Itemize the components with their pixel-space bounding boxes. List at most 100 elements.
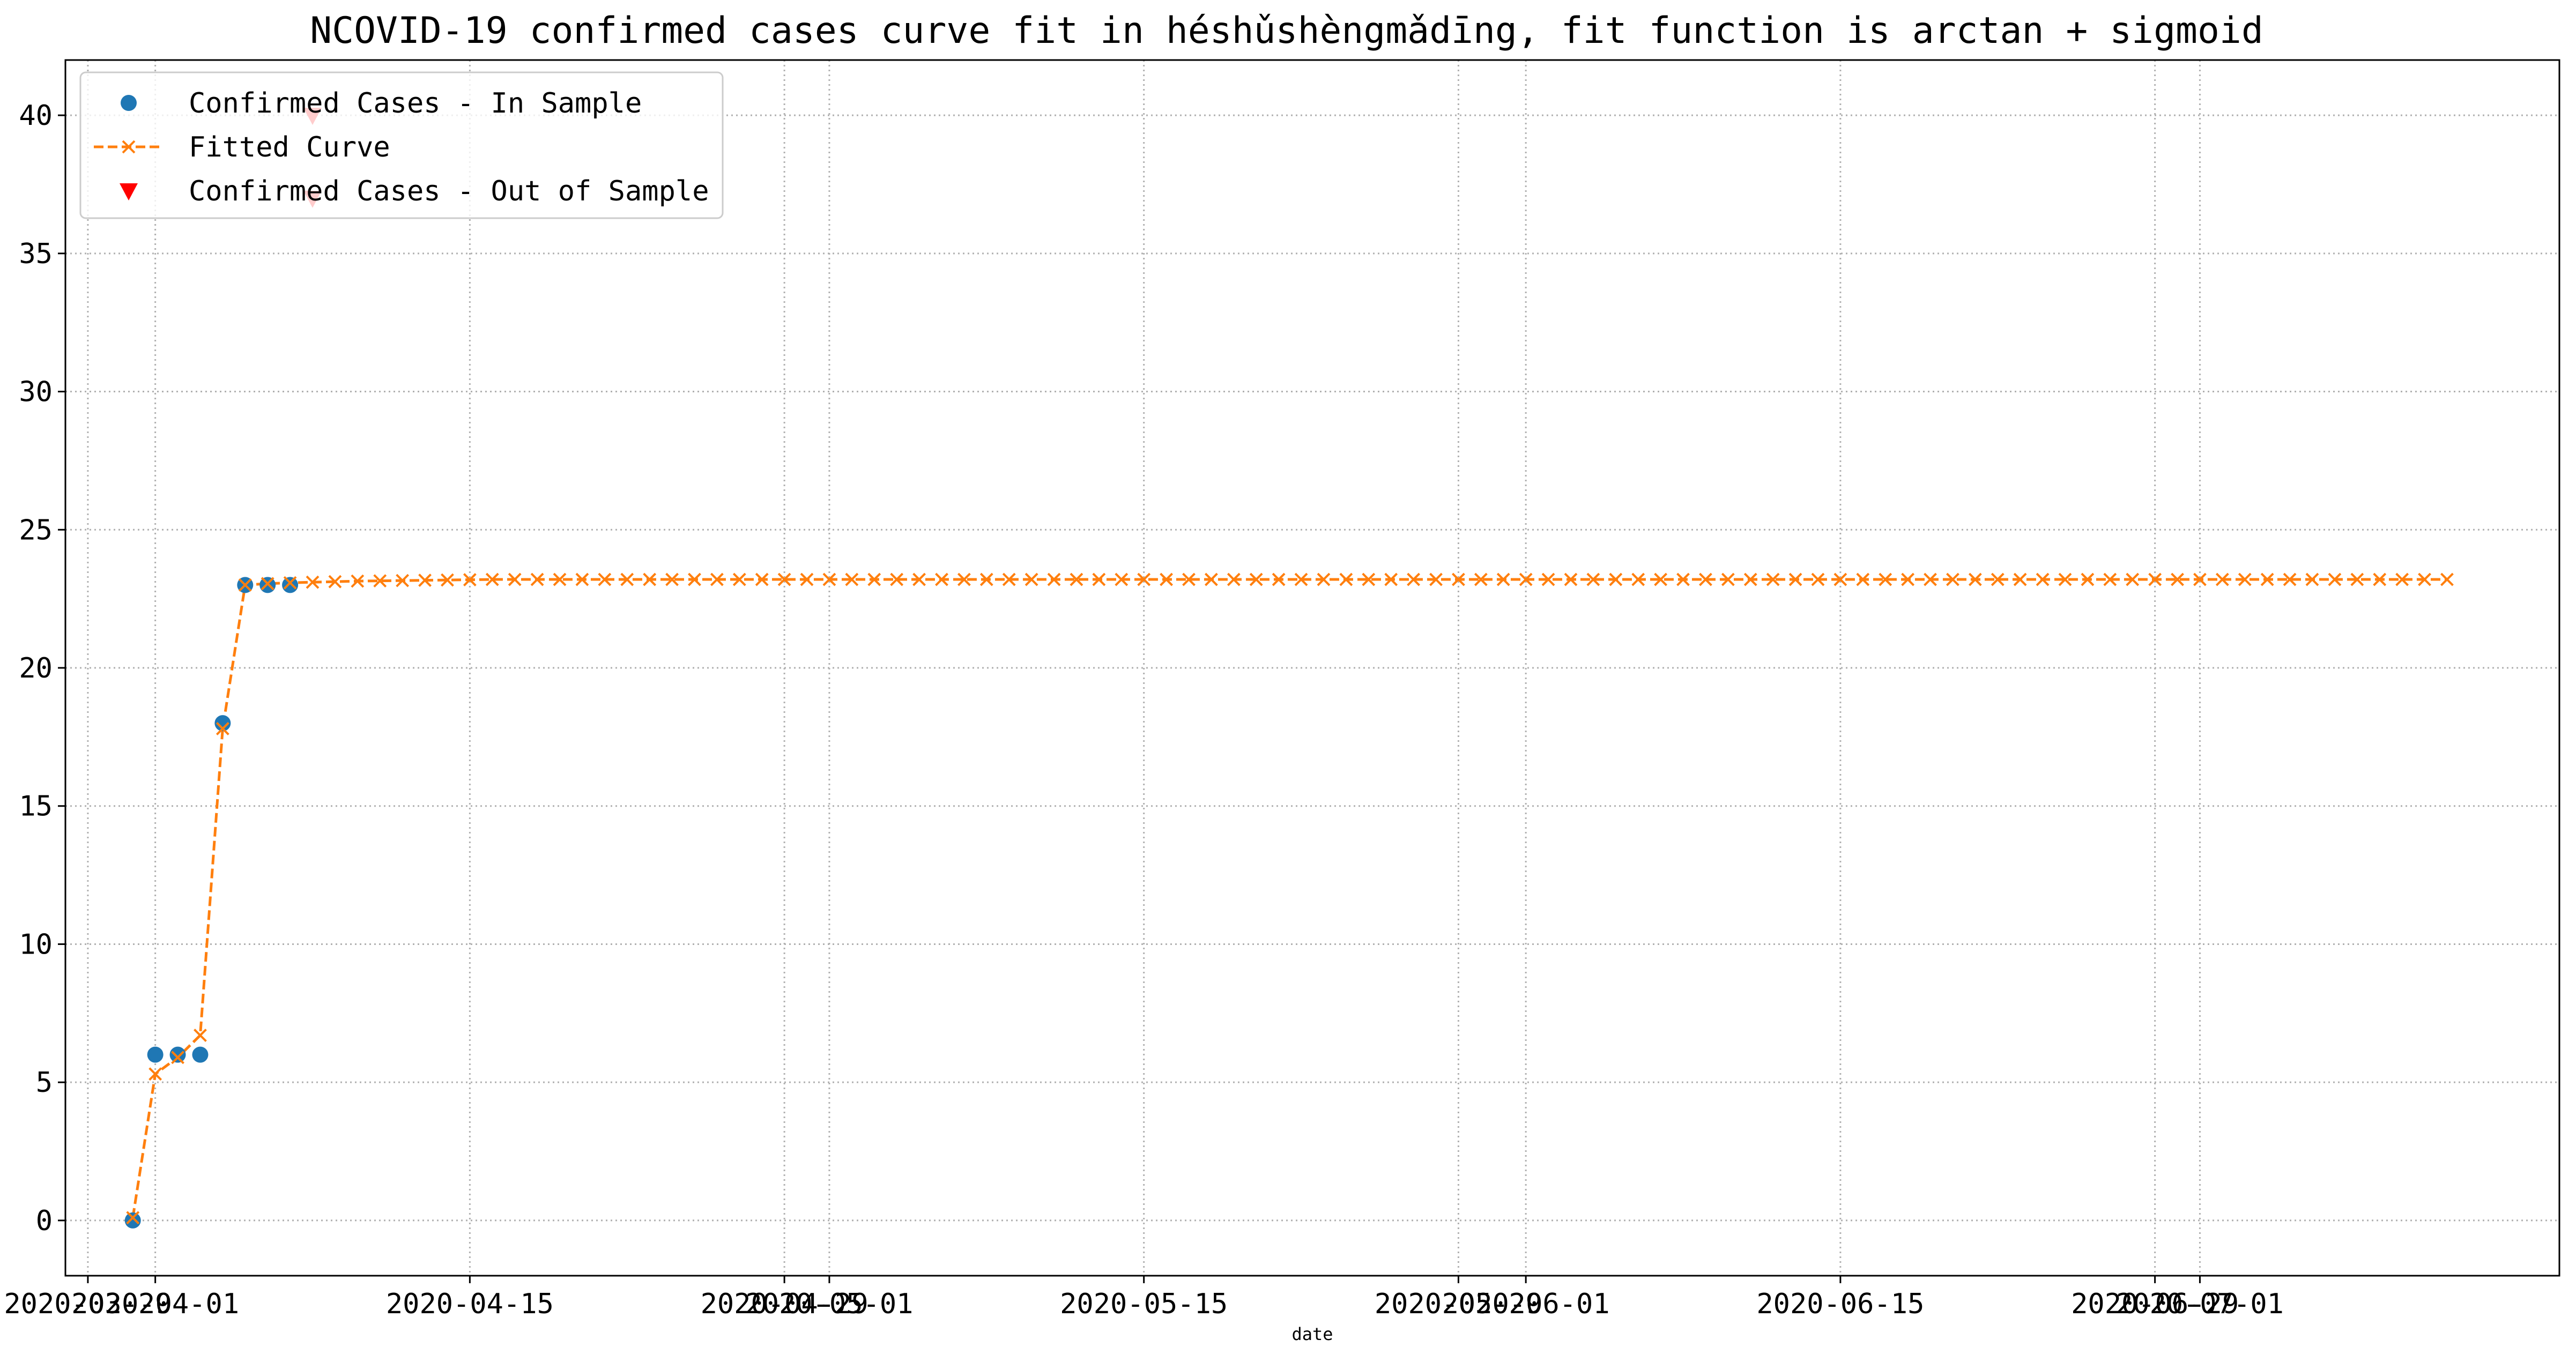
y-tick-label: 40 xyxy=(19,100,53,132)
fitted-curve-point xyxy=(957,572,971,586)
fitted-curve-point xyxy=(508,572,522,586)
fitted-curve-point xyxy=(1115,572,1129,586)
fitted-curve-point xyxy=(216,721,229,735)
fitted-curve-point xyxy=(2238,572,2252,586)
fitted-curve-point xyxy=(665,572,679,586)
fitted-curve-point xyxy=(1968,572,1982,586)
fitted-curve-point xyxy=(1879,572,1892,586)
y-tick-label: 25 xyxy=(19,514,53,546)
fitted-curve-point xyxy=(2395,572,2409,586)
fitted-curve-point xyxy=(2036,572,2050,586)
fitted-curve-point xyxy=(1811,572,1825,586)
fitted-curve-point xyxy=(1676,572,1690,586)
fitted-curve-point xyxy=(2171,572,2184,586)
fitted-curve-point xyxy=(1991,572,2005,586)
fitted-curve-point xyxy=(800,572,814,586)
fitted-curve-point xyxy=(1160,572,1174,586)
fitted-curve-point xyxy=(396,574,410,587)
x-tick-label: 2020-05-15 xyxy=(1060,1288,1228,1320)
in-sample-point: 2020-03-31: 0 xyxy=(124,1212,141,1229)
fitted-curve-point xyxy=(1137,572,1151,586)
fitted-curve-point xyxy=(1384,572,1398,586)
fitted-curve-point xyxy=(2373,572,2387,586)
fitted-curve-point xyxy=(1609,572,1623,586)
in-sample-point: 2020-04-01: 6 xyxy=(147,1046,164,1063)
fitted-curve-point xyxy=(643,572,657,586)
y-axis: 0 5 10 15 20 25 30 35 40 xyxy=(19,100,65,1237)
fitted-curve-point xyxy=(1182,572,1196,586)
data-marks: 2020-03-31: 0 2020-04-01: 6 2020-04-02: 6 2… xyxy=(124,108,2454,1229)
fitted-curve-point xyxy=(1833,572,1847,586)
fitted-curve-point xyxy=(2193,572,2207,586)
x-tick-label: 2020-04-29 xyxy=(701,1288,868,1320)
fitted-curve-point xyxy=(1586,572,1600,586)
fitted-curve-path xyxy=(131,578,2447,1218)
fitted-curve-point xyxy=(126,1211,140,1225)
fitted-curve-point xyxy=(171,1051,184,1065)
fitted-curve-point xyxy=(867,572,881,586)
fitted-curve-point xyxy=(1924,572,1937,586)
fitted-curve-point xyxy=(1002,572,1016,586)
x-tick-label: 2020-03-29 xyxy=(4,1288,172,1320)
fitted-curve-point xyxy=(1856,572,1870,586)
fitted-curve-point xyxy=(1631,572,1645,586)
fitted-curve-point xyxy=(351,574,365,588)
fitted-curve-point xyxy=(238,578,252,592)
fitted-curve-point xyxy=(2058,572,2072,586)
legend-frame xyxy=(79,71,724,219)
fitted-curve-point xyxy=(1339,572,1353,586)
fitted-curve-point xyxy=(1946,572,1959,586)
fitted-curve-point xyxy=(845,572,859,586)
y-tick-label: 20 xyxy=(19,652,53,684)
x-tick-label: 2020-06-15 xyxy=(1756,1288,1924,1320)
fitted-curve-point xyxy=(553,572,567,586)
fitted-curve-point xyxy=(620,572,634,586)
y-tick-label: 30 xyxy=(19,376,53,408)
fitted-curve-point xyxy=(485,572,499,586)
fitted-curve-line xyxy=(131,578,2447,1218)
fitted-curve-point xyxy=(2283,572,2297,586)
fitted-curve-point xyxy=(2260,572,2274,586)
fitted-curve-point xyxy=(261,577,274,591)
legend-label: Confirmed Cases - In Sample xyxy=(189,87,642,120)
legend-marker-out-of-sample xyxy=(120,183,138,200)
fitted-curve-point xyxy=(2215,572,2229,586)
x-tick-label: 2020-06-29 xyxy=(2071,1288,2239,1320)
fitted-curve-point xyxy=(373,574,387,588)
x-tick-label: 2020-05-29 xyxy=(1375,1288,1542,1320)
fitted-curve-point xyxy=(2305,572,2319,586)
fitted-curve-point xyxy=(2126,572,2140,586)
fitted-curve-point xyxy=(1025,572,1038,586)
fitted-curve-point xyxy=(2103,572,2117,586)
fitted-curve-point xyxy=(283,576,297,590)
fitted-curve-point xyxy=(979,572,993,586)
fitted-curve-point xyxy=(2440,572,2454,586)
fitted-curve-point xyxy=(418,574,432,587)
fitted-curve-point xyxy=(194,1029,207,1042)
fitted-curve-point xyxy=(755,572,769,586)
fitted-curve-point xyxy=(575,572,589,586)
fitted-curve-point xyxy=(2418,572,2431,586)
fitted-curve-point xyxy=(1317,572,1331,586)
fitted-curve-point xyxy=(732,572,746,586)
fitted-curve-point xyxy=(1429,572,1443,586)
fitted-curve-point xyxy=(1496,572,1510,586)
fitted-curve-point xyxy=(441,573,454,587)
y-tick-label: 5 xyxy=(36,1067,53,1099)
fitted-curve-point xyxy=(1901,572,1915,586)
fitted-curve-point xyxy=(1654,572,1668,586)
fitted-curve-point xyxy=(1272,572,1286,586)
fitted-curve-point xyxy=(1474,572,1488,586)
fitted-curve-point xyxy=(890,572,904,586)
fitted-curve-point xyxy=(1699,572,1712,586)
x-tick-label: 2020-06-01 xyxy=(1442,1288,1610,1320)
fitted-curve-point xyxy=(1227,572,1241,586)
fitted-curve-point xyxy=(1451,572,1465,586)
x-tick-label: 2020-07-01 xyxy=(2116,1288,2284,1320)
x-tick-label: 2020-04-01 xyxy=(71,1288,239,1320)
fitted-curve-point xyxy=(2328,572,2342,586)
y-tick-label: 35 xyxy=(19,238,53,270)
fitted-curve-point xyxy=(1788,572,1802,586)
